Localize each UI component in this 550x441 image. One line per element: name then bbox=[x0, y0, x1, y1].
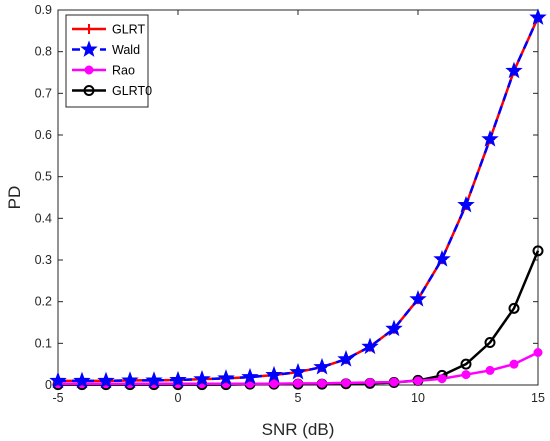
series-rao bbox=[53, 348, 543, 389]
point-wald bbox=[337, 350, 355, 367]
point-glrt0 bbox=[532, 245, 544, 257]
y-tick-label: 0.6 bbox=[35, 128, 52, 142]
point-rao bbox=[413, 376, 423, 386]
point-rao bbox=[533, 348, 543, 357]
legend-marker-glrt0 bbox=[83, 85, 95, 96]
legend-marker-glrt bbox=[84, 24, 94, 34]
point-wald bbox=[457, 195, 475, 213]
x-tick-label: 10 bbox=[411, 391, 425, 405]
legend-label-rao: Rao bbox=[112, 64, 135, 78]
point-wald bbox=[265, 365, 283, 383]
point-glrt0 bbox=[484, 337, 496, 348]
point-rao bbox=[341, 378, 351, 388]
x-tick-label: 15 bbox=[531, 391, 545, 405]
legend-label-wald: Wald bbox=[112, 43, 140, 57]
point-wald bbox=[169, 370, 187, 388]
point-rao bbox=[509, 359, 519, 369]
point-wald bbox=[97, 371, 115, 389]
legend-label-glrt: GLRT bbox=[112, 23, 145, 37]
y-tick-label: 0.7 bbox=[35, 86, 52, 100]
point-rao bbox=[293, 378, 303, 388]
legend: GLRT Wald Rao GLRT0 bbox=[65, 14, 152, 108]
y-tick-label: 0.9 bbox=[35, 3, 52, 17]
point-wald bbox=[481, 130, 499, 147]
y-tick-label: 0.4 bbox=[35, 211, 52, 225]
point-wald bbox=[385, 319, 403, 337]
point-wald bbox=[217, 369, 235, 386]
point-wald bbox=[361, 337, 379, 355]
y-tick-label: 0 bbox=[45, 378, 52, 392]
x-tick-label: 5 bbox=[295, 391, 302, 405]
y-tick-label: 0.8 bbox=[35, 45, 52, 59]
x-tick-label: 0 bbox=[175, 391, 182, 405]
legend-marker-rao bbox=[84, 65, 94, 75]
legend-label-glrt0: GLRT0 bbox=[112, 84, 152, 98]
point-wald bbox=[505, 61, 523, 79]
series-wald bbox=[49, 8, 547, 389]
point-rao bbox=[485, 365, 495, 375]
legend-marker-wald bbox=[80, 40, 98, 57]
point-wald bbox=[241, 367, 259, 385]
point-wald bbox=[409, 290, 427, 307]
x-tick-label: -5 bbox=[52, 391, 63, 405]
point-rao bbox=[461, 370, 471, 380]
point-wald bbox=[121, 371, 139, 388]
point-glrt0 bbox=[460, 358, 472, 370]
point-wald bbox=[145, 371, 163, 388]
y-axis-label: PD bbox=[5, 186, 24, 210]
y-tick-label: 0.5 bbox=[35, 170, 52, 184]
y-tick-label: 0.1 bbox=[35, 336, 52, 350]
point-wald bbox=[73, 371, 91, 389]
point-rao bbox=[317, 378, 327, 388]
point-rao bbox=[269, 379, 279, 389]
point-wald bbox=[529, 8, 547, 25]
x-axis-label: SNR (dB) bbox=[262, 420, 335, 439]
point-glrt0 bbox=[508, 302, 520, 314]
point-wald bbox=[193, 370, 211, 387]
point-rao bbox=[437, 374, 447, 384]
point-wald bbox=[289, 362, 307, 380]
y-tick-label: 0.2 bbox=[35, 295, 52, 309]
point-rao bbox=[389, 377, 399, 387]
point-wald bbox=[433, 250, 451, 267]
point-rao bbox=[365, 378, 375, 387]
point-wald bbox=[49, 371, 67, 389]
point-wald bbox=[313, 357, 331, 375]
y-tick-label: 0.3 bbox=[35, 253, 52, 267]
